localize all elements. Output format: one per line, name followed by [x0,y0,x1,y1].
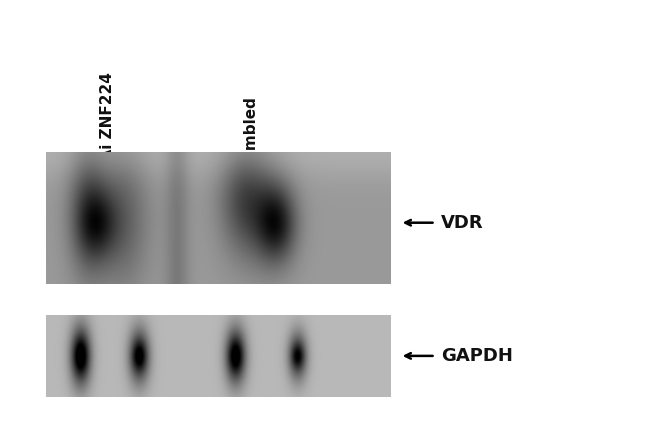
Text: VDR: VDR [441,214,484,232]
Text: RNAi ZNF224: RNAi ZNF224 [99,72,115,185]
Text: scrambled: scrambled [242,96,258,185]
Text: GAPDH: GAPDH [441,347,513,365]
